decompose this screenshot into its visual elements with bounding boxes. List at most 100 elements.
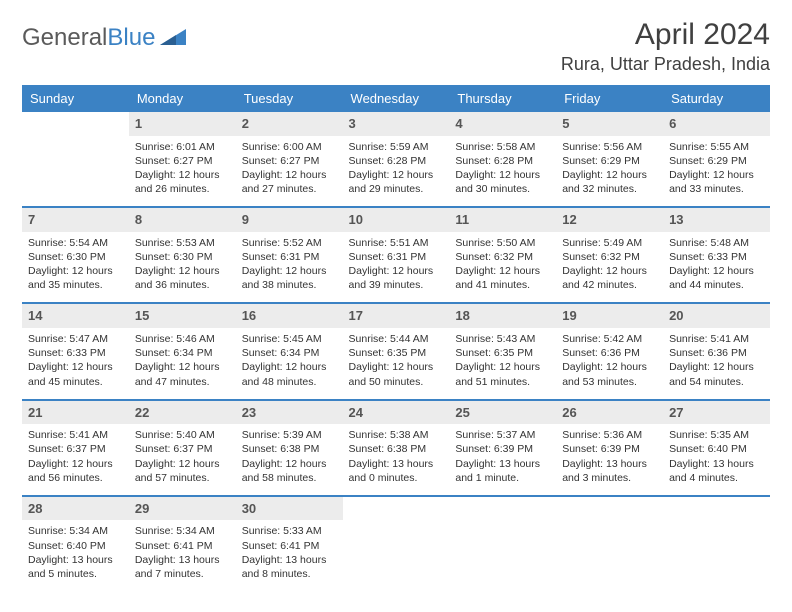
brand-part2: Blue — [107, 24, 155, 51]
brand-logo: GeneralBlue — [22, 24, 186, 52]
sunrise-text: Sunrise: 5:58 AM — [455, 140, 550, 154]
day-number: 7 — [22, 208, 129, 232]
dl2-text: and 50 minutes. — [349, 375, 444, 389]
day-number: 12 — [556, 208, 663, 232]
weekday-header: Saturday — [663, 85, 770, 112]
weekday-header: Sunday — [22, 85, 129, 112]
day-number: 27 — [663, 401, 770, 425]
dl1-text: Daylight: 12 hours — [28, 264, 123, 278]
weekday-header: Friday — [556, 85, 663, 112]
sunrise-text: Sunrise: 5:55 AM — [669, 140, 764, 154]
dl1-text: Daylight: 13 hours — [242, 553, 337, 567]
dl1-text: Daylight: 12 hours — [242, 168, 337, 182]
sunset-text: Sunset: 6:38 PM — [349, 442, 444, 456]
dl2-text: and 8 minutes. — [242, 567, 337, 581]
day-number: 8 — [129, 208, 236, 232]
sunset-text: Sunset: 6:35 PM — [349, 346, 444, 360]
sunrise-text: Sunrise: 5:40 AM — [135, 428, 230, 442]
dl1-text: Daylight: 12 hours — [562, 360, 657, 374]
calendar-day-cell: 23Sunrise: 5:39 AMSunset: 6:38 PMDayligh… — [236, 401, 343, 496]
weekday-header: Thursday — [449, 85, 556, 112]
dl2-text: and 48 minutes. — [242, 375, 337, 389]
dl2-text: and 51 minutes. — [455, 375, 550, 389]
sunset-text: Sunset: 6:37 PM — [28, 442, 123, 456]
calendar-day-cell: 8Sunrise: 5:53 AMSunset: 6:30 PMDaylight… — [129, 208, 236, 303]
dl2-text: and 36 minutes. — [135, 278, 230, 292]
sunrise-text: Sunrise: 5:38 AM — [349, 428, 444, 442]
calendar-day-cell: 7Sunrise: 5:54 AMSunset: 6:30 PMDaylight… — [22, 208, 129, 303]
sunrise-text: Sunrise: 5:35 AM — [669, 428, 764, 442]
sunset-text: Sunset: 6:29 PM — [562, 154, 657, 168]
dl2-text: and 45 minutes. — [28, 375, 123, 389]
dl1-text: Daylight: 12 hours — [135, 168, 230, 182]
dl1-text: Daylight: 12 hours — [242, 264, 337, 278]
sunrise-text: Sunrise: 5:59 AM — [349, 140, 444, 154]
sunset-text: Sunset: 6:38 PM — [242, 442, 337, 456]
sunrise-text: Sunrise: 5:44 AM — [349, 332, 444, 346]
title-block: April 2024 Rura, Uttar Pradesh, India — [561, 18, 770, 75]
sunrise-text: Sunrise: 5:36 AM — [562, 428, 657, 442]
calendar-day-cell: 20Sunrise: 5:41 AMSunset: 6:36 PMDayligh… — [663, 304, 770, 399]
brand-text: GeneralBlue — [22, 24, 155, 52]
day-number: 4 — [449, 112, 556, 136]
dl1-text: Daylight: 12 hours — [349, 168, 444, 182]
sunset-text: Sunset: 6:31 PM — [349, 250, 444, 264]
calendar-day-cell: 27Sunrise: 5:35 AMSunset: 6:40 PMDayligh… — [663, 401, 770, 496]
sunset-text: Sunset: 6:27 PM — [242, 154, 337, 168]
sunset-text: Sunset: 6:39 PM — [455, 442, 550, 456]
calendar-week-row: 14Sunrise: 5:47 AMSunset: 6:33 PMDayligh… — [22, 304, 770, 399]
day-number: 17 — [343, 304, 450, 328]
dl1-text: Daylight: 12 hours — [562, 264, 657, 278]
calendar-day-cell: 24Sunrise: 5:38 AMSunset: 6:38 PMDayligh… — [343, 401, 450, 496]
calendar-day-cell: 19Sunrise: 5:42 AMSunset: 6:36 PMDayligh… — [556, 304, 663, 399]
dl2-text: and 53 minutes. — [562, 375, 657, 389]
dl2-text: and 32 minutes. — [562, 182, 657, 196]
weekday-header: Monday — [129, 85, 236, 112]
dl2-text: and 54 minutes. — [669, 375, 764, 389]
brand-part1: General — [22, 24, 107, 51]
dl2-text: and 47 minutes. — [135, 375, 230, 389]
calendar-table: Sunday Monday Tuesday Wednesday Thursday… — [22, 85, 770, 591]
dl2-text: and 57 minutes. — [135, 471, 230, 485]
sunrise-text: Sunrise: 5:34 AM — [28, 524, 123, 538]
calendar-week-row: 1Sunrise: 6:01 AMSunset: 6:27 PMDaylight… — [22, 112, 770, 207]
sunrise-text: Sunrise: 5:45 AM — [242, 332, 337, 346]
dl1-text: Daylight: 12 hours — [455, 168, 550, 182]
dl2-text: and 56 minutes. — [28, 471, 123, 485]
calendar-week-row: 21Sunrise: 5:41 AMSunset: 6:37 PMDayligh… — [22, 401, 770, 496]
dl2-text: and 29 minutes. — [349, 182, 444, 196]
calendar-day-cell: 25Sunrise: 5:37 AMSunset: 6:39 PMDayligh… — [449, 401, 556, 496]
sunrise-text: Sunrise: 5:37 AM — [455, 428, 550, 442]
dl2-text: and 27 minutes. — [242, 182, 337, 196]
calendar-day-cell — [343, 497, 450, 591]
sunset-text: Sunset: 6:41 PM — [242, 539, 337, 553]
calendar-day-cell: 12Sunrise: 5:49 AMSunset: 6:32 PMDayligh… — [556, 208, 663, 303]
sunset-text: Sunset: 6:37 PM — [135, 442, 230, 456]
dl2-text: and 26 minutes. — [135, 182, 230, 196]
day-number: 9 — [236, 208, 343, 232]
dl2-text: and 58 minutes. — [242, 471, 337, 485]
day-number: 20 — [663, 304, 770, 328]
calendar-day-cell: 15Sunrise: 5:46 AMSunset: 6:34 PMDayligh… — [129, 304, 236, 399]
calendar-day-cell: 22Sunrise: 5:40 AMSunset: 6:37 PMDayligh… — [129, 401, 236, 496]
calendar-day-cell: 6Sunrise: 5:55 AMSunset: 6:29 PMDaylight… — [663, 112, 770, 207]
sunset-text: Sunset: 6:33 PM — [28, 346, 123, 360]
dl1-text: Daylight: 12 hours — [455, 264, 550, 278]
sunrise-text: Sunrise: 5:50 AM — [455, 236, 550, 250]
dl1-text: Daylight: 12 hours — [455, 360, 550, 374]
calendar-day-cell: 11Sunrise: 5:50 AMSunset: 6:32 PMDayligh… — [449, 208, 556, 303]
sunrise-text: Sunrise: 5:49 AM — [562, 236, 657, 250]
day-number: 1 — [129, 112, 236, 136]
sunrise-text: Sunrise: 5:52 AM — [242, 236, 337, 250]
day-number: 21 — [22, 401, 129, 425]
sunset-text: Sunset: 6:40 PM — [669, 442, 764, 456]
sunset-text: Sunset: 6:29 PM — [669, 154, 764, 168]
sunset-text: Sunset: 6:35 PM — [455, 346, 550, 360]
calendar-day-cell: 2Sunrise: 6:00 AMSunset: 6:27 PMDaylight… — [236, 112, 343, 207]
calendar-day-cell — [556, 497, 663, 591]
calendar-day-cell: 4Sunrise: 5:58 AMSunset: 6:28 PMDaylight… — [449, 112, 556, 207]
dl1-text: Daylight: 13 hours — [28, 553, 123, 567]
dl1-text: Daylight: 12 hours — [28, 457, 123, 471]
sunrise-text: Sunrise: 5:42 AM — [562, 332, 657, 346]
calendar-day-cell — [663, 497, 770, 591]
